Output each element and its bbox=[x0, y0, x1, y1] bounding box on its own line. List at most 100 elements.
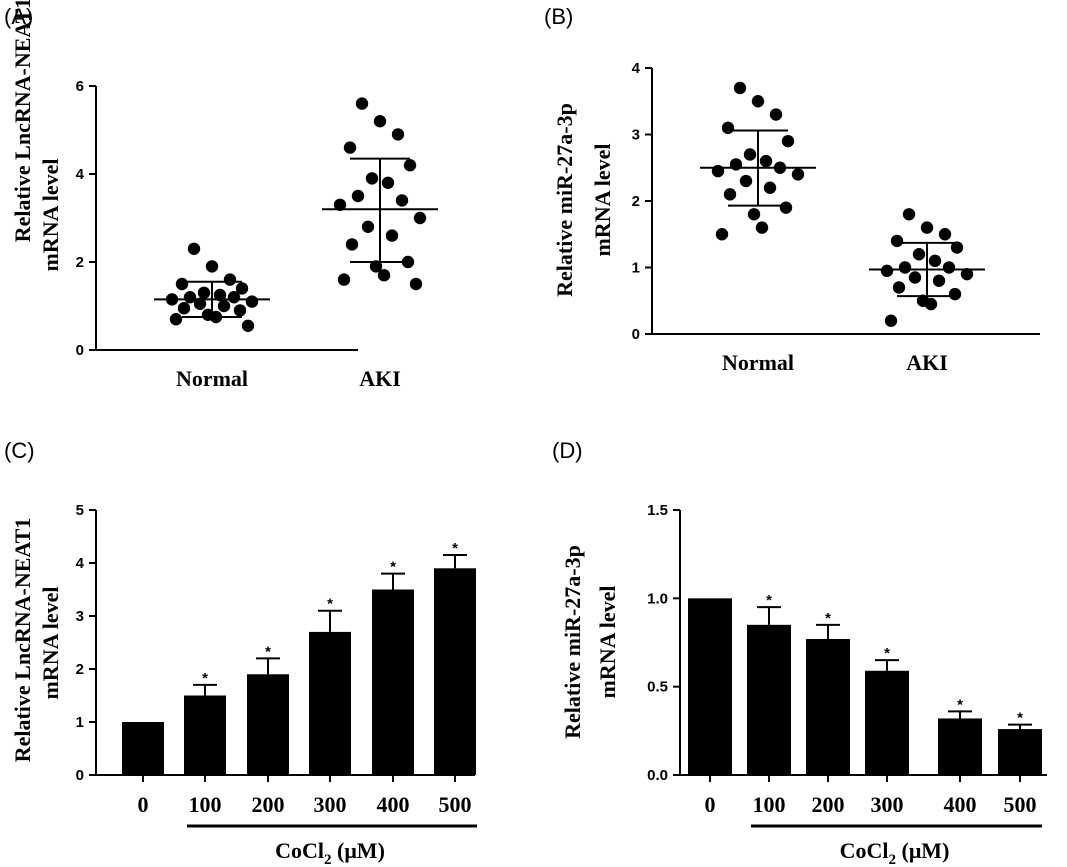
data-point bbox=[928, 254, 942, 268]
data-point bbox=[755, 221, 769, 234]
panel-label: (A) bbox=[4, 4, 33, 29]
y-tick-label: 0 bbox=[76, 342, 84, 359]
data-point bbox=[223, 273, 237, 286]
y-tick-label: 2 bbox=[76, 661, 84, 678]
data-point bbox=[892, 281, 906, 294]
data-point bbox=[343, 141, 357, 154]
x-axis-title-unit: (μM) bbox=[332, 838, 385, 863]
x-axis-title: CoCl2 (μM) bbox=[275, 838, 385, 867]
data-point bbox=[337, 273, 351, 286]
bar bbox=[865, 670, 909, 775]
data-point bbox=[175, 277, 189, 291]
data-point bbox=[938, 228, 952, 241]
data-point bbox=[924, 297, 938, 311]
y-axis-label: Relative LncRNA-NEAT1 bbox=[10, 0, 35, 242]
y-tick-label: 1 bbox=[632, 260, 640, 277]
data-point bbox=[351, 189, 365, 203]
data-point bbox=[245, 295, 259, 308]
data-point bbox=[227, 291, 241, 304]
significance-star: * bbox=[452, 540, 458, 557]
data-point bbox=[884, 314, 898, 327]
bar bbox=[938, 718, 982, 775]
data-point bbox=[391, 128, 405, 141]
data-point bbox=[409, 277, 423, 291]
panel-label: (C) bbox=[4, 438, 35, 463]
data-point bbox=[942, 261, 956, 274]
y-tick-label: 0 bbox=[76, 767, 84, 784]
data-point bbox=[890, 234, 904, 248]
data-point bbox=[779, 201, 793, 214]
x-category-label: 0 bbox=[138, 792, 149, 817]
y-tick-label: 2 bbox=[632, 193, 640, 210]
bar bbox=[747, 624, 791, 775]
x-category-label: 500 bbox=[439, 792, 472, 817]
data-point bbox=[729, 158, 743, 171]
x-category-label: 0 bbox=[705, 792, 716, 817]
y-tick-label: 2 bbox=[76, 254, 84, 271]
data-point bbox=[912, 248, 926, 261]
data-point bbox=[213, 288, 227, 302]
data-point bbox=[187, 242, 201, 255]
significance-star: * bbox=[825, 610, 831, 627]
data-point bbox=[759, 154, 773, 168]
data-point bbox=[948, 287, 962, 301]
data-point bbox=[373, 115, 387, 128]
y-axis-label-line2: mRNA level bbox=[38, 586, 63, 699]
data-point bbox=[950, 241, 964, 254]
significance-star: * bbox=[265, 643, 271, 660]
data-point bbox=[791, 168, 805, 181]
x-category-label: 100 bbox=[753, 792, 786, 817]
data-point bbox=[743, 148, 757, 161]
data-point bbox=[381, 176, 395, 189]
significance-star: * bbox=[202, 670, 208, 687]
y-tick-label: 0 bbox=[632, 326, 640, 343]
data-point bbox=[960, 267, 974, 281]
x-category-label: 100 bbox=[189, 792, 222, 817]
data-point bbox=[739, 174, 753, 188]
x-axis-title: CoCl2 (μM) bbox=[840, 838, 950, 867]
data-point bbox=[781, 134, 795, 148]
bar bbox=[247, 674, 289, 775]
bar bbox=[184, 695, 226, 775]
data-point bbox=[920, 221, 934, 234]
y-axis-label: Relative miR-27a-3p bbox=[552, 103, 577, 297]
data-point bbox=[205, 260, 219, 273]
data-point bbox=[413, 211, 427, 225]
data-point bbox=[763, 181, 777, 194]
y-tick-label: 0.5 bbox=[647, 679, 668, 696]
data-point bbox=[177, 302, 191, 315]
bar bbox=[998, 729, 1042, 775]
data-point bbox=[217, 299, 231, 313]
y-tick-label: 4 bbox=[632, 60, 641, 77]
data-point bbox=[898, 261, 912, 274]
data-point bbox=[715, 228, 729, 241]
data-point bbox=[333, 198, 347, 211]
data-point bbox=[233, 304, 247, 317]
x-category-label: Normal bbox=[176, 366, 248, 391]
y-tick-label: 5 bbox=[76, 502, 84, 519]
y-tick-label: 1.0 bbox=[647, 590, 668, 607]
x-axis-title-main: CoCl bbox=[840, 838, 889, 863]
x-category-label: 300 bbox=[871, 792, 904, 817]
x-axis-title-subscript: 2 bbox=[889, 852, 897, 867]
bar bbox=[372, 589, 414, 775]
significance-star: * bbox=[390, 559, 396, 576]
y-axis-label: Relative LncRNA-NEAT1 bbox=[10, 518, 35, 763]
y-axis-label: Relative miR-27a-3p bbox=[560, 545, 585, 739]
data-point bbox=[880, 264, 894, 278]
data-point bbox=[355, 97, 369, 110]
x-category-label: AKI bbox=[359, 366, 401, 391]
data-point bbox=[902, 208, 916, 221]
bar bbox=[122, 722, 164, 775]
data-point bbox=[169, 313, 183, 326]
x-category-label: 400 bbox=[944, 792, 977, 817]
significance-star: * bbox=[766, 592, 772, 609]
data-point bbox=[377, 269, 391, 282]
data-point bbox=[365, 172, 379, 185]
panel-label: (B) bbox=[544, 4, 573, 29]
x-axis-title-main: CoCl bbox=[275, 838, 324, 863]
y-axis-label-line2: mRNA level bbox=[38, 158, 63, 271]
data-point bbox=[721, 121, 735, 135]
y-tick-label: 3 bbox=[632, 127, 640, 144]
panel-label: (D) bbox=[552, 438, 583, 463]
